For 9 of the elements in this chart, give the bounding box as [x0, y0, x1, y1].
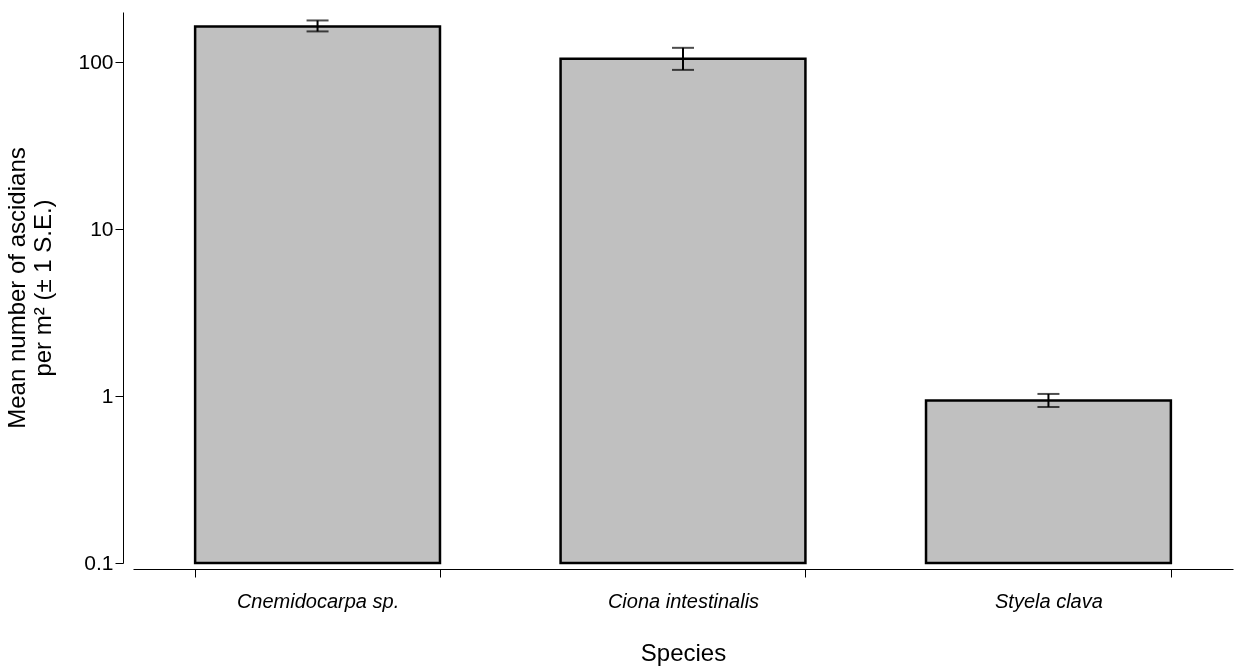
- y-tick-label: 0.1: [84, 550, 114, 574]
- x-axis-title: Species: [640, 638, 727, 666]
- x-tick-label: Ciona intestinalis: [607, 589, 760, 612]
- y-tick-label: 10: [90, 216, 114, 240]
- y-axis-title: Mean number of ascidians per m² (± 1 S.E.): [3, 147, 57, 429]
- y-tick-label: 1: [101, 383, 114, 407]
- x-tick-label: Styela clava: [995, 589, 1103, 612]
- y-tick-label: 100: [78, 49, 114, 73]
- x-tick-label: Cnemidocarpa sp.: [236, 589, 400, 612]
